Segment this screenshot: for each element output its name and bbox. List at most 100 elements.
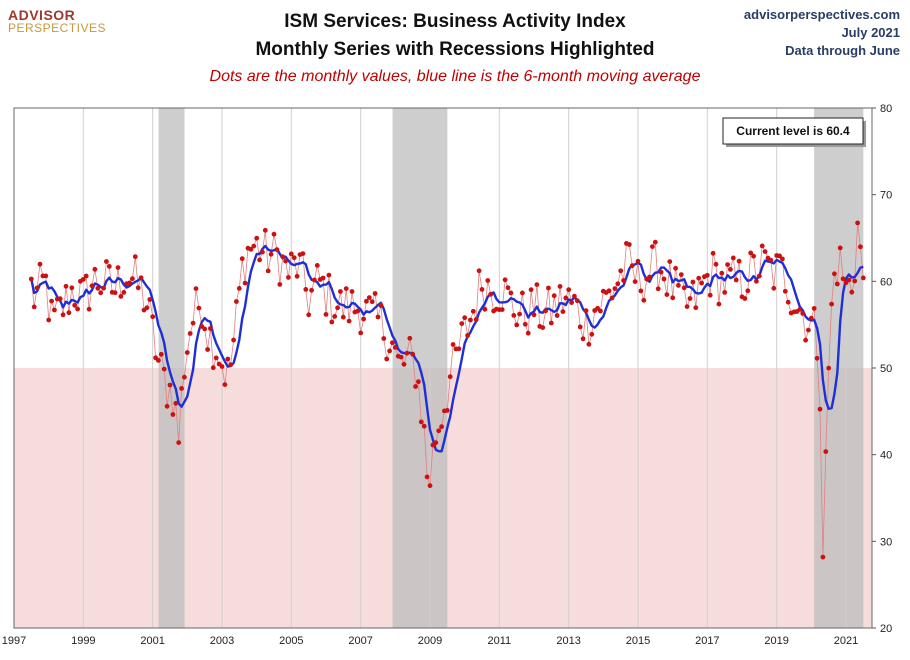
data-point bbox=[236, 286, 242, 291]
data-point bbox=[72, 302, 78, 308]
data-point bbox=[699, 280, 704, 286]
data-point bbox=[231, 337, 237, 343]
data-point bbox=[343, 286, 349, 291]
y-tick-label-20: 20 bbox=[880, 623, 892, 635]
data-point bbox=[459, 321, 465, 326]
y-tick-label-60: 60 bbox=[880, 276, 892, 288]
data-point bbox=[190, 320, 196, 326]
data-point bbox=[693, 305, 699, 311]
data-point bbox=[176, 440, 182, 445]
data-point bbox=[658, 269, 664, 275]
logo-bottom-text: PERSPECTIVES bbox=[8, 21, 107, 35]
data-point bbox=[294, 273, 300, 279]
data-point bbox=[338, 289, 343, 294]
data-point bbox=[462, 315, 468, 321]
data-point bbox=[170, 412, 176, 417]
x-tick-label-2017: 2017 bbox=[695, 635, 719, 647]
data-point bbox=[424, 474, 430, 480]
data-point bbox=[182, 374, 187, 380]
data-point bbox=[439, 424, 444, 430]
data-point bbox=[626, 242, 632, 247]
data-point bbox=[612, 286, 618, 291]
data-point bbox=[632, 279, 638, 284]
data-point bbox=[719, 270, 725, 276]
data-point bbox=[303, 287, 309, 292]
x-tick-label-2005: 2005 bbox=[279, 635, 303, 647]
data-point bbox=[823, 449, 829, 454]
data-point bbox=[372, 291, 378, 296]
data-point bbox=[447, 374, 453, 380]
data-point bbox=[196, 305, 202, 311]
data-point bbox=[505, 285, 511, 291]
data-point bbox=[366, 295, 372, 300]
data-point bbox=[257, 257, 262, 263]
data-point bbox=[664, 292, 670, 297]
x-tick-label-2003: 2003 bbox=[210, 635, 234, 647]
data-point bbox=[837, 245, 843, 251]
data-point bbox=[687, 296, 693, 301]
data-point bbox=[340, 314, 346, 320]
data-point bbox=[548, 320, 554, 326]
data-point bbox=[228, 362, 234, 368]
data-point bbox=[205, 347, 211, 352]
data-point bbox=[147, 297, 153, 302]
data-point bbox=[598, 308, 603, 314]
y-tick-label-30: 30 bbox=[880, 536, 892, 548]
data-point bbox=[722, 290, 728, 295]
data-point bbox=[670, 295, 676, 301]
data-point bbox=[759, 243, 765, 249]
data-point bbox=[413, 384, 418, 389]
data-point bbox=[629, 263, 635, 269]
chart-subtitle: Dots are the monthly values, blue line i… bbox=[209, 68, 701, 85]
data-point bbox=[641, 297, 647, 303]
data-point bbox=[840, 276, 846, 282]
data-point bbox=[572, 293, 577, 299]
x-tick-label-1999: 1999 bbox=[71, 635, 95, 647]
data-point bbox=[208, 326, 213, 331]
data-point bbox=[655, 286, 661, 292]
data-point bbox=[118, 294, 124, 299]
data-point bbox=[615, 281, 621, 287]
data-point bbox=[75, 306, 80, 312]
data-point bbox=[586, 341, 592, 347]
data-point bbox=[418, 419, 424, 425]
data-point bbox=[274, 247, 280, 253]
data-point bbox=[404, 350, 410, 356]
data-point bbox=[470, 308, 476, 314]
data-point bbox=[234, 299, 239, 304]
x-tick-label-2011: 2011 bbox=[488, 635, 512, 647]
data-point bbox=[37, 261, 43, 267]
data-point bbox=[814, 355, 820, 361]
data-point bbox=[291, 255, 297, 261]
data-point bbox=[476, 268, 482, 274]
data-point bbox=[785, 299, 791, 305]
data-point bbox=[349, 289, 355, 294]
data-point bbox=[826, 365, 832, 371]
data-point bbox=[777, 253, 782, 259]
data-point bbox=[546, 285, 551, 291]
data-point bbox=[156, 358, 161, 363]
data-point bbox=[95, 285, 101, 291]
data-point bbox=[849, 289, 855, 295]
data-point bbox=[583, 308, 589, 314]
data-point bbox=[756, 273, 762, 279]
plot-frame bbox=[13, 107, 873, 629]
data-point bbox=[574, 298, 580, 304]
data-point bbox=[681, 285, 687, 291]
data-point bbox=[332, 314, 338, 319]
data-point bbox=[101, 285, 106, 291]
data-point bbox=[748, 250, 754, 256]
data-point bbox=[144, 305, 150, 311]
x-tick-label-2019: 2019 bbox=[764, 635, 788, 647]
data-point bbox=[754, 278, 759, 284]
data-point bbox=[517, 311, 522, 317]
chart-title-line2: Monthly Series with Recessions Highlight… bbox=[255, 39, 655, 60]
data-point bbox=[239, 256, 245, 262]
data-point bbox=[811, 306, 817, 311]
data-point bbox=[820, 554, 826, 560]
data-point bbox=[57, 296, 63, 302]
data-point bbox=[508, 290, 514, 296]
data-point bbox=[312, 277, 317, 283]
current-level-text: Current level is 60.4 bbox=[736, 124, 850, 138]
data-point bbox=[167, 382, 173, 388]
